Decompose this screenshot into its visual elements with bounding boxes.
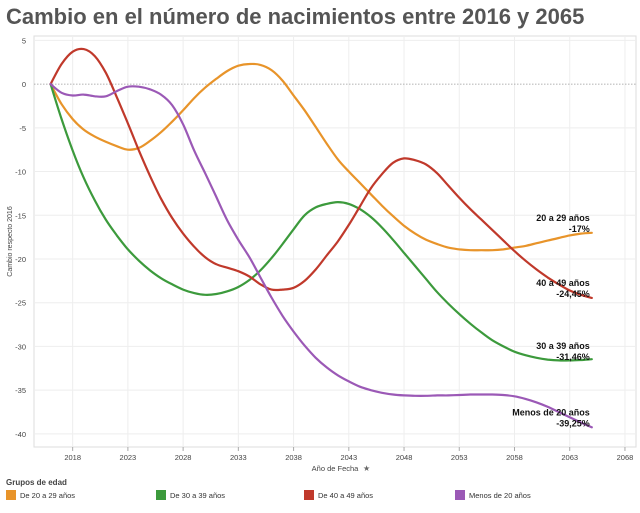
legend-title: Grupos de edad xyxy=(6,478,67,487)
legend-label: Menos de 20 años xyxy=(469,490,531,500)
legend-item-20-29[interactable]: De 20 a 29 años xyxy=(6,490,75,500)
x-tick-label: 2068 xyxy=(617,453,634,462)
series-line-3 xyxy=(49,83,593,429)
series-line-2 xyxy=(49,47,593,299)
y-tick-label: -30 xyxy=(15,342,26,351)
series-line-0 xyxy=(49,62,593,252)
legend-swatch xyxy=(455,490,465,500)
x-tick-label: 2033 xyxy=(230,453,247,462)
y-tick-label: -20 xyxy=(15,255,26,264)
y-tick-label: -10 xyxy=(15,168,26,177)
x-tick-label: 2063 xyxy=(561,453,578,462)
series-end-value: -17% xyxy=(569,224,590,234)
x-tick-label: 2023 xyxy=(120,453,137,462)
x-axis-label: Año de Fecha xyxy=(312,464,360,473)
series-end-label: 20 a 29 años xyxy=(536,213,590,223)
y-tick-label: 0 xyxy=(22,80,26,89)
legend-item-30-39[interactable]: De 30 a 39 años xyxy=(156,490,225,500)
x-tick-label: 2018 xyxy=(64,453,81,462)
legend-item-40-49[interactable]: De 40 a 49 años xyxy=(304,490,373,500)
series-end-label: 40 a 49 años xyxy=(536,278,590,288)
pin-icon: ★ xyxy=(363,464,370,473)
y-tick-label: -15 xyxy=(15,211,26,220)
y-tick-label: -40 xyxy=(15,430,26,439)
x-tick-label: 2048 xyxy=(396,453,413,462)
plot-area xyxy=(33,35,637,448)
legend-swatch xyxy=(6,490,16,500)
x-tick-label: 2043 xyxy=(340,453,357,462)
legend-swatch xyxy=(304,490,314,500)
y-tick-label: -5 xyxy=(19,124,26,133)
x-tick-label: 2058 xyxy=(506,453,523,462)
chart-title: Cambio en el número de nacimientos entre… xyxy=(6,4,585,29)
legend-label: De 40 a 49 años xyxy=(318,490,374,500)
legend-swatch xyxy=(156,490,166,500)
legend-label: De 20 a 29 años xyxy=(20,490,76,500)
x-tick-label: 2038 xyxy=(285,453,302,462)
y-tick-label: 5 xyxy=(22,36,26,45)
y-tick-label: -35 xyxy=(15,386,26,395)
x-tick-label: 2028 xyxy=(175,453,192,462)
legend: De 20 a 29 años De 30 a 39 años De 40 a … xyxy=(0,490,640,504)
y-axis-label: Cambio respecto 2016 xyxy=(7,206,14,277)
series-end-label: Menos de 20 años xyxy=(512,407,590,417)
legend-item-menos-20[interactable]: Menos de 20 años xyxy=(455,490,531,500)
x-tick-label: 2053 xyxy=(451,453,468,462)
series-end-value: -31,46% xyxy=(556,352,590,362)
line-chart: 2018 2023 2028 2033 2038 2043 2048 2053 2058 2063… xyxy=(7,35,637,473)
series-end-value: -24,45% xyxy=(556,289,590,299)
series-line-1 xyxy=(49,83,593,362)
legend-label: De 30 a 39 años xyxy=(170,490,226,500)
series-end-value: -39,25% xyxy=(556,418,590,428)
series-end-label: 30 a 39 años xyxy=(536,341,590,351)
y-tick-label: -25 xyxy=(15,299,26,308)
